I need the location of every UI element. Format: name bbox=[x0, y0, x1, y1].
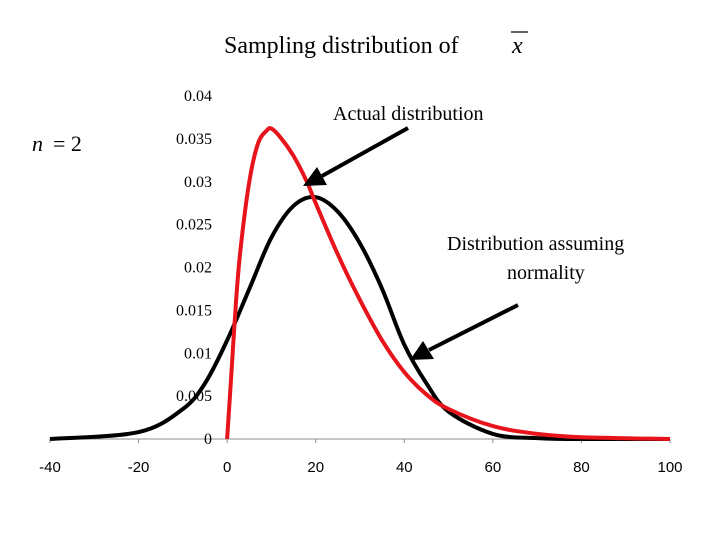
arrow-to-actual bbox=[303, 126, 409, 186]
y-tick-label: 0 bbox=[204, 431, 212, 448]
y-tick-label: 0.025 bbox=[176, 217, 212, 234]
sample-size-variable: n bbox=[32, 131, 43, 156]
title-xbar-symbol: x bbox=[511, 33, 523, 59]
chart-title: Sampling distribution of bbox=[224, 33, 459, 59]
arrow-to-normal bbox=[410, 303, 519, 360]
annotation-normal-line1: Distribution assuming bbox=[447, 233, 624, 255]
x-tick-label: 60 bbox=[485, 459, 502, 476]
x-tick-label: 100 bbox=[657, 459, 682, 476]
x-tick-label: 80 bbox=[573, 459, 590, 476]
y-tick-label: 0.04 bbox=[184, 88, 212, 105]
x-axis-ticks: -40 -20 0 20 40 60 80 100 bbox=[39, 439, 683, 476]
sample-size-value: = 2 bbox=[53, 131, 82, 156]
y-tick-label: 0.03 bbox=[184, 174, 212, 191]
y-tick-label: 0.035 bbox=[176, 131, 212, 148]
x-tick-label: 40 bbox=[396, 459, 413, 476]
normal-distribution-line bbox=[49, 195, 671, 442]
x-tick-label: -20 bbox=[128, 459, 150, 476]
x-tick-label: 20 bbox=[307, 459, 324, 476]
annotation-actual: Actual distribution bbox=[333, 103, 484, 125]
annotation-normal-line2: normality bbox=[507, 262, 585, 284]
y-tick-label: 0.01 bbox=[184, 345, 212, 362]
actual-distribution-line bbox=[225, 125, 671, 441]
y-tick-label: 0.02 bbox=[184, 260, 212, 277]
x-tick-label: 0 bbox=[223, 459, 231, 476]
series-layer bbox=[49, 125, 671, 442]
y-tick-label: 0.015 bbox=[176, 302, 212, 319]
x-tick-label: -40 bbox=[39, 459, 61, 476]
